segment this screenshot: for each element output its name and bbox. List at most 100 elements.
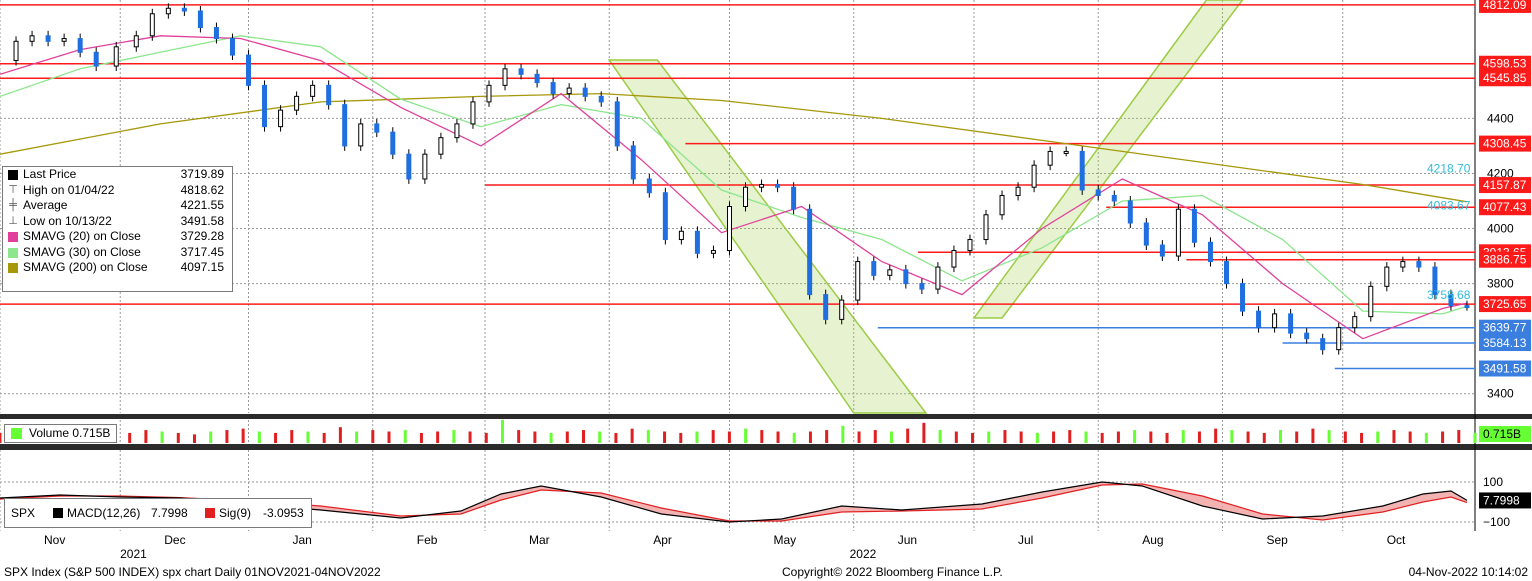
legend-average-value: 4221.55: [180, 198, 224, 212]
price-candle: [422, 153, 428, 180]
level-badge: 3725.65: [1479, 296, 1531, 313]
volume-bar: [176, 432, 180, 443]
legend-high: ⊤ High on 01/04/22 4818.62: [3, 183, 232, 199]
sma30-line: [0, 35, 1468, 315]
price-candle: [406, 153, 412, 180]
price-candle: [181, 7, 187, 12]
volume-bar: [1408, 431, 1412, 443]
volume-bar: [938, 430, 942, 443]
volume-bar: [582, 430, 586, 443]
level-badge-bg: [1479, 335, 1531, 352]
volume-bar: [500, 420, 504, 443]
volume-bar: [1295, 431, 1299, 443]
volume-bar: [419, 432, 423, 443]
price-candle: [726, 206, 732, 252]
price-candle: [935, 266, 941, 290]
last-price-swatch: [8, 170, 18, 180]
volume-bar: [274, 432, 278, 443]
legend-high-label: High on 01/04/22: [23, 182, 115, 197]
macd-swatch: [53, 508, 63, 518]
price-candle: [1320, 338, 1326, 351]
price-candle: [13, 40, 19, 62]
price-candle: [743, 186, 749, 208]
volume-bar: [873, 430, 877, 443]
month-tick-label: Nov: [44, 533, 65, 547]
price-candle: [662, 192, 668, 241]
macd-badge-label: 7.7998: [1483, 493, 1520, 507]
volume-bar: [922, 422, 926, 443]
price-candle: [390, 131, 396, 155]
volume-bar: [1343, 431, 1347, 443]
panel-separator-macd: [0, 444, 1532, 450]
level-badge-label: 3584.13: [1483, 336, 1527, 350]
sig-label: Sig(9): [219, 506, 252, 520]
legend-last-price-label: Last Price: [23, 167, 77, 181]
price-candle: [614, 101, 620, 147]
price-candle: [113, 46, 119, 67]
legend-sma20-label: SMAVG (20) on Close: [23, 229, 141, 243]
price-candle: [919, 283, 925, 290]
price-candle: [598, 95, 604, 103]
legend-sma30-value: 3717.45: [180, 244, 224, 259]
level-badge-bg: [1479, 199, 1531, 216]
legend-sma200-value: 4097.15: [180, 260, 224, 274]
legend-sma30-label: SMAVG (30) on Close: [23, 244, 141, 259]
level-badge: 3584.13: [1479, 335, 1531, 352]
level-badge-label: 3639.77: [1483, 321, 1527, 335]
volume-bar: [711, 430, 715, 443]
volume-bar: [954, 431, 958, 443]
volume-bar: [646, 430, 650, 443]
month-tick-label: Apr: [653, 533, 672, 547]
price-candle: [45, 35, 51, 42]
volume-bar: [1392, 430, 1396, 443]
volume-bar: [1376, 431, 1380, 443]
volume-bar: [160, 431, 164, 443]
volume-bar: [322, 432, 326, 443]
volume-bar: [1230, 430, 1234, 443]
volume-bar: [452, 430, 456, 443]
inline-level-label: 3758.68: [1427, 288, 1471, 302]
price-candle: [1223, 261, 1229, 285]
volume-bar: [241, 428, 245, 443]
price-candle: [983, 214, 989, 241]
volume-bar: [614, 432, 618, 443]
level-badge: 4598.53: [1479, 55, 1531, 72]
volume-bar: [695, 431, 699, 443]
price-tick-label: 3400: [1487, 387, 1514, 401]
price-candle: [1143, 222, 1149, 246]
month-tick-label: Feb: [417, 533, 438, 547]
price-candle: [1175, 208, 1181, 257]
price-candle: [1368, 285, 1374, 318]
sig-value: -3.0953: [263, 506, 304, 520]
volume-bar: [663, 431, 667, 443]
volume-bar: [1311, 428, 1315, 443]
volume-bar: [1360, 432, 1364, 443]
year-tick-label: 2022: [850, 547, 877, 561]
volume-bar: [565, 431, 569, 443]
macd-badge-bg: [1479, 492, 1531, 509]
volume-bar: [517, 430, 521, 443]
price-candle: [1256, 310, 1262, 329]
volume-bar: [727, 431, 731, 443]
footer-security-info: SPX Index (S&P 500 INDEX) spx chart Dail…: [4, 565, 381, 579]
volume-bar: [630, 428, 634, 443]
level-badge-label: 4308.45: [1483, 137, 1527, 151]
price-candle: [294, 95, 300, 111]
level-badge-label: 4077.43: [1483, 200, 1527, 214]
volume-bar: [1035, 432, 1039, 443]
volume-bar: [679, 432, 683, 443]
volume-badge-bg: [1479, 426, 1531, 442]
volume-bar: [371, 430, 375, 443]
price-candle: [1095, 189, 1101, 196]
price-candle: [229, 38, 235, 56]
level-badge: 4812.09: [1479, 0, 1531, 13]
price-candle: [77, 38, 83, 53]
price-candle: [246, 54, 252, 86]
price-candle: [1240, 283, 1246, 312]
price-candle: [278, 109, 284, 128]
sma20-swatch: [8, 232, 18, 242]
legend-average-label: Average: [23, 198, 68, 212]
volume-bar: [1068, 430, 1072, 443]
volume-bar: [533, 431, 537, 443]
level-badge: 3886.75: [1479, 251, 1531, 268]
